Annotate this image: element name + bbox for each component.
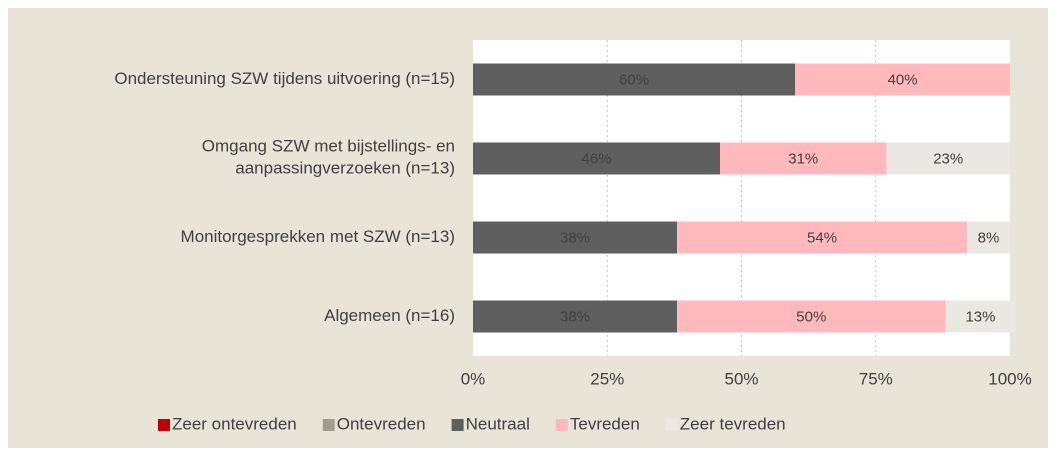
value-label: 50% bbox=[796, 308, 826, 325]
bar-segment bbox=[886, 142, 1010, 175]
bar-segment bbox=[677, 221, 968, 254]
value-label: 13% bbox=[965, 308, 995, 325]
category-label: Ondersteuning SZW tijdens uitvoering (n=… bbox=[114, 69, 455, 88]
value-label: 38% bbox=[560, 308, 590, 325]
value-label: 60% bbox=[619, 71, 649, 88]
bar-segment bbox=[473, 300, 678, 333]
legend-label: Zeer tevreden bbox=[680, 414, 786, 433]
value-label: 8% bbox=[978, 229, 1000, 246]
value-label: 40% bbox=[888, 71, 918, 88]
legend-swatch bbox=[451, 419, 464, 431]
value-label: 38% bbox=[560, 229, 590, 246]
legend-swatch bbox=[322, 419, 335, 431]
x-tick-label: 25% bbox=[590, 369, 624, 388]
x-tick-label: 0% bbox=[461, 369, 486, 388]
x-tick-label: 75% bbox=[859, 369, 893, 388]
bar-segment bbox=[720, 142, 887, 175]
value-label: 31% bbox=[788, 150, 818, 167]
bar-segment bbox=[473, 63, 796, 96]
x-tick-label: 100% bbox=[988, 369, 1031, 388]
legend-label: Ontevreden bbox=[337, 414, 426, 433]
bar-segment bbox=[795, 63, 1010, 96]
bar-segment bbox=[473, 221, 678, 254]
bar-segment bbox=[473, 142, 721, 175]
value-label: 23% bbox=[933, 150, 963, 167]
bar-segment bbox=[677, 300, 946, 333]
legend-label: Zeer ontevreden bbox=[172, 414, 297, 433]
value-label: 54% bbox=[807, 229, 837, 246]
legend-swatch bbox=[158, 419, 170, 431]
value-label: 46% bbox=[581, 150, 611, 167]
bar-segment bbox=[945, 300, 1016, 333]
legend-label: Neutraal bbox=[466, 414, 530, 433]
legend-label: Tevreden bbox=[570, 414, 640, 433]
legend-swatch bbox=[555, 419, 568, 431]
x-tick-label: 50% bbox=[724, 369, 758, 388]
legend-swatch bbox=[665, 419, 678, 431]
category-label: Omgang SZW met bijstellings- en aanpassin… bbox=[202, 137, 455, 178]
bar-segment bbox=[967, 221, 1010, 254]
category-label: Monitorgesprekken met SZW (n=13) bbox=[181, 227, 455, 246]
category-label: Algemeen (n=16) bbox=[324, 306, 455, 325]
